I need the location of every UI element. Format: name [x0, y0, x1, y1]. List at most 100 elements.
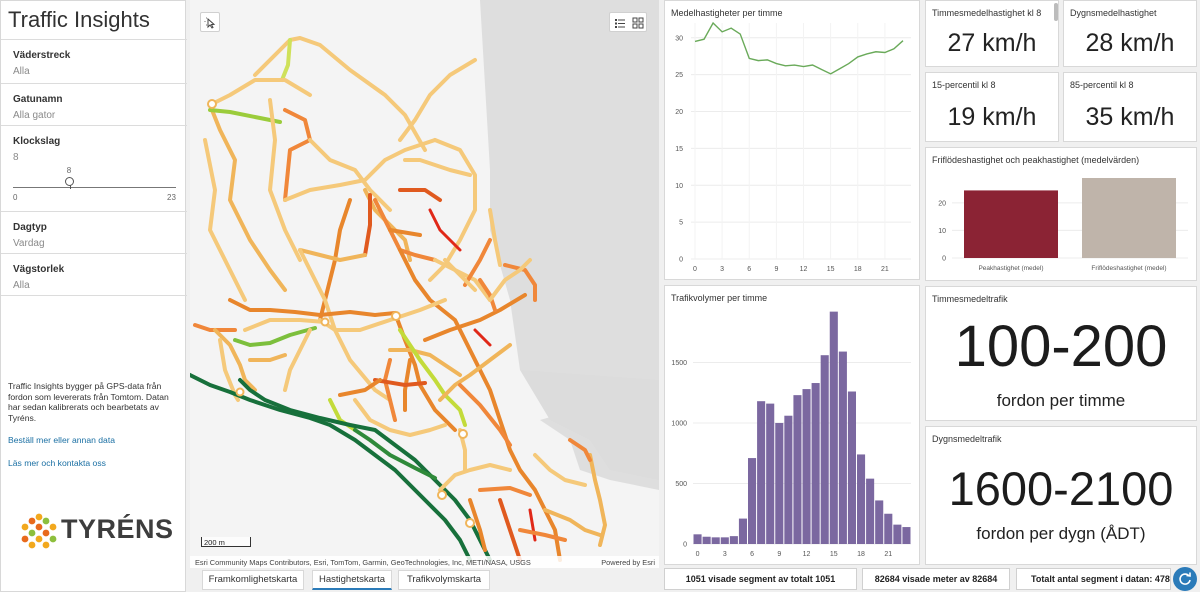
- list-icon[interactable]: [613, 16, 627, 30]
- daily-traffic-value: 1600-2100: [948, 462, 1174, 515]
- volume-bar: [720, 537, 729, 544]
- map-canvas[interactable]: [190, 0, 659, 568]
- y-tick-label: 5: [679, 220, 683, 227]
- filter-label: Gatunamn: [13, 94, 63, 105]
- filter-direction[interactable]: Väderstreck Alla: [1, 39, 187, 84]
- volume-bar: [884, 513, 893, 544]
- volume-bar: [829, 311, 838, 544]
- volume-bar: [702, 536, 711, 544]
- volume-bar: [866, 478, 875, 544]
- x-tick-label: 21: [884, 551, 892, 558]
- refresh-button[interactable]: [1173, 567, 1197, 591]
- category-label: Friflödeshastighet (medel): [1091, 265, 1166, 272]
- volume-chart-title: Trafikvolymer per timme: [671, 293, 768, 303]
- hour-slider-thumb[interactable]: [65, 177, 75, 186]
- volume-bar: [729, 536, 738, 544]
- refresh-icon: [1179, 572, 1191, 585]
- y-tick-label: 20: [675, 109, 683, 116]
- x-tick-label: 12: [803, 551, 811, 558]
- filter-daytype[interactable]: Dagtyp Vardag: [1, 212, 187, 254]
- freeflow-bar: [964, 190, 1058, 258]
- segments-shown: 1051 visade segment av totalt 1051: [664, 568, 857, 590]
- y-tick-label: 500: [675, 481, 687, 488]
- x-tick-label: 18: [854, 266, 862, 273]
- logo-text: TYRÉNS: [61, 514, 174, 544]
- speed-map[interactable]: 200 m Esri Community Maps Contributors, …: [190, 0, 659, 568]
- hour-slider-track[interactable]: [13, 187, 176, 188]
- filter-label: Klockslag: [13, 136, 61, 147]
- filter-label: Dagtyp: [13, 222, 47, 233]
- filter-roadsize[interactable]: Vägstorlek Alla: [1, 254, 187, 296]
- tab-framkomlighetskarta[interactable]: Framkomlighetskarta: [202, 570, 304, 590]
- y-tick-label: 25: [675, 72, 683, 79]
- kpi-value: 19 km/h: [947, 103, 1037, 131]
- slider-stem: [69, 185, 71, 189]
- y-tick-label: 20: [938, 200, 946, 207]
- volume-bar: [902, 527, 911, 544]
- kpi-hourly-speed: Timmesmedelhastighet kl 8 27 km/h: [925, 0, 1059, 67]
- info-text: Traffic Insights bygger på GPS-data från…: [8, 381, 169, 423]
- x-tick-label: 15: [830, 551, 838, 558]
- filter-value[interactable]: Vardag: [13, 238, 45, 249]
- volume-bar: [748, 458, 757, 544]
- scale-bar: [201, 537, 251, 547]
- kpi-value: 27 km/h: [947, 29, 1037, 57]
- volume-bar: [802, 389, 811, 544]
- daily-traffic-unit: fordon per dygn (ÅDT): [976, 524, 1146, 543]
- scrollbar-thumb[interactable]: [1054, 3, 1058, 21]
- volume-bar: [847, 391, 856, 544]
- map-attribution: Esri Community Maps Contributors, Esri, …: [190, 556, 659, 568]
- hourly-traffic-card: Timmesmedeltrafik 100-200 fordon per tim…: [925, 286, 1197, 421]
- filter-street[interactable]: Gatunamn Alla gator: [1, 84, 187, 126]
- grid-icon[interactable]: [631, 16, 645, 30]
- meters-shown: 82684 visade meter av 82684: [862, 568, 1010, 590]
- volume-bar: [775, 422, 784, 544]
- powered-by-text[interactable]: Powered by Esri: [601, 558, 655, 567]
- volume-bar: [766, 403, 775, 544]
- kpi-title: 85-percentil kl 8: [1070, 80, 1134, 90]
- total-segments: Totalt antal segment i datan: 4780: [1016, 568, 1171, 590]
- kpi-title: 15-percentil kl 8: [932, 80, 996, 90]
- freeflow-bar: [1082, 178, 1176, 258]
- contact-link[interactable]: Läs mer och kontakta oss: [8, 458, 106, 468]
- volume-bar: [875, 500, 884, 544]
- scale-label: 200 m: [204, 538, 225, 547]
- volume-chart: 0 500 1000 1500 0 3 6 9 12 15 18 21: [671, 311, 911, 558]
- x-tick-label: 9: [777, 551, 781, 558]
- tyrens-logo-icon: [21, 513, 57, 549]
- map-tools-group: [609, 12, 647, 32]
- filter-label: Väderstreck: [13, 50, 71, 61]
- filter-value[interactable]: Alla: [13, 280, 30, 291]
- volume-bar: [893, 524, 902, 544]
- volume-bar: [693, 534, 702, 544]
- freeflow-chart-card: Friflödeshastighet och peakhastighet (me…: [925, 147, 1197, 281]
- select-tool-button[interactable]: [200, 12, 220, 32]
- kpi-title: Timmesmedelhastighet kl 8: [932, 8, 1042, 18]
- kpi-title: Dygnsmedelhastighet: [1070, 8, 1157, 18]
- volume-bar: [711, 537, 720, 544]
- filter-value[interactable]: Alla: [13, 66, 30, 77]
- volume-bar: [757, 401, 766, 544]
- daily-traffic-title: Dygnsmedeltrafik: [932, 434, 1002, 444]
- freeflow-chart-title: Friflödeshastighet och peakhastighet (me…: [932, 155, 1140, 165]
- order-data-link[interactable]: Beställ mer eller annan data: [8, 435, 116, 445]
- filter-value[interactable]: Alla gator: [13, 110, 56, 121]
- hourly-traffic-title: Timmesmedeltrafik: [932, 294, 1008, 304]
- filter-hour[interactable]: Klockslag 8: [1, 126, 187, 212]
- filter-value: 8: [13, 152, 19, 163]
- tab-hastighetskarta[interactable]: Hastighetskarta: [312, 570, 392, 590]
- y-tick-label: 15: [675, 146, 683, 153]
- select-icon: [204, 17, 216, 29]
- speed-chart-card: Medelhastigheter per timme 0 5 10 15 20 25 30 0…: [664, 0, 920, 280]
- slider-current-label: 8: [66, 166, 72, 175]
- tab-trafikvolymskarta[interactable]: Trafikvolymskarta: [398, 570, 490, 590]
- kpi-daily-speed: Dygnsmedelhastighet 28 km/h: [1063, 0, 1197, 67]
- x-tick-label: 3: [720, 266, 724, 273]
- y-tick-label: 1000: [671, 420, 687, 427]
- hourly-traffic-value: 100-200: [954, 314, 1168, 379]
- x-tick-label: 12: [800, 266, 808, 273]
- volume-bar: [820, 355, 829, 544]
- kpi-15-percentile: 15-percentil kl 8 19 km/h: [925, 72, 1059, 142]
- x-tick-label: 6: [750, 551, 754, 558]
- speed-chart-title: Medelhastigheter per timme: [671, 8, 783, 18]
